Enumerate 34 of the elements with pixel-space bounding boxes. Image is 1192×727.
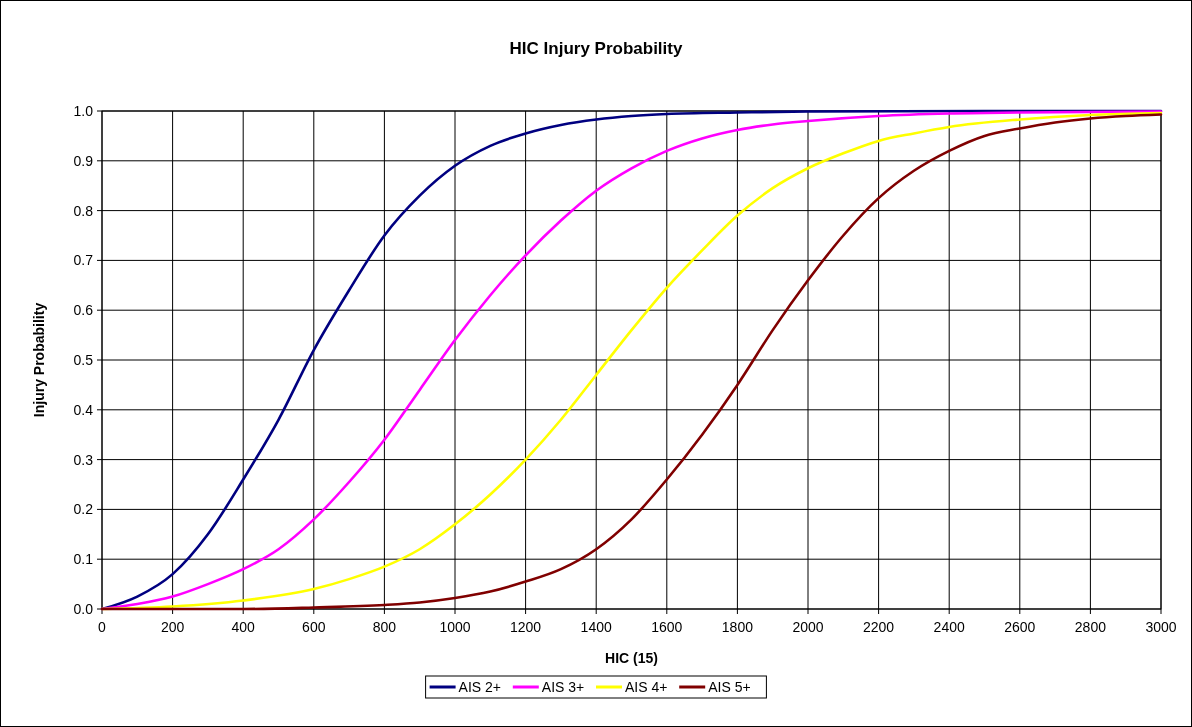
y-tick-label: 0.9: [73, 152, 94, 169]
x-tick-label: 600: [302, 619, 326, 635]
x-tick-label: 2600: [1004, 619, 1036, 635]
y-tick-label: 0.5: [73, 352, 94, 368]
x-axis-title: HIC (15): [605, 650, 658, 666]
x-tick-label: 2400: [933, 619, 965, 635]
legend-label: AIS 3+: [541, 679, 585, 695]
x-tick-label: 1800: [721, 619, 754, 635]
legend-label: AIS 5+: [708, 679, 751, 695]
x-tick-label: 400: [231, 619, 256, 635]
y-tick-label: 0.0: [73, 601, 94, 617]
chart-title: HIC Injury Probability: [509, 39, 683, 58]
y-axis-title: Injury Probability: [31, 302, 47, 418]
x-tick-label: 200: [160, 619, 185, 635]
x-tick-label: 2200: [863, 619, 895, 635]
y-tick-label: 0.6: [73, 302, 94, 319]
x-tick-label: 800: [372, 619, 397, 635]
legend-label: AIS 2+: [458, 679, 502, 695]
x-tick-label: 2800: [1074, 619, 1107, 635]
x-tick-label: 1400: [580, 619, 612, 635]
legend-label: AIS 4+: [625, 679, 668, 695]
x-tick-label: 2000: [792, 619, 824, 635]
y-tick-label: 0.8: [73, 202, 94, 219]
x-tick-label: 3000: [1145, 619, 1177, 635]
y-tick-label: 0.7: [73, 252, 94, 269]
x-tick-label: 0: [98, 619, 107, 635]
x-tick-label: 1600: [651, 619, 683, 635]
x-tick-label: 1200: [510, 619, 542, 635]
y-tick-label: 0.1: [73, 551, 94, 568]
y-tick-label: 1.0: [73, 103, 94, 119]
y-tick-label: 0.4: [73, 401, 94, 418]
x-tick-label: 1000: [439, 619, 471, 635]
y-tick-label: 0.2: [73, 501, 94, 518]
y-tick-label: 0.3: [73, 451, 94, 468]
